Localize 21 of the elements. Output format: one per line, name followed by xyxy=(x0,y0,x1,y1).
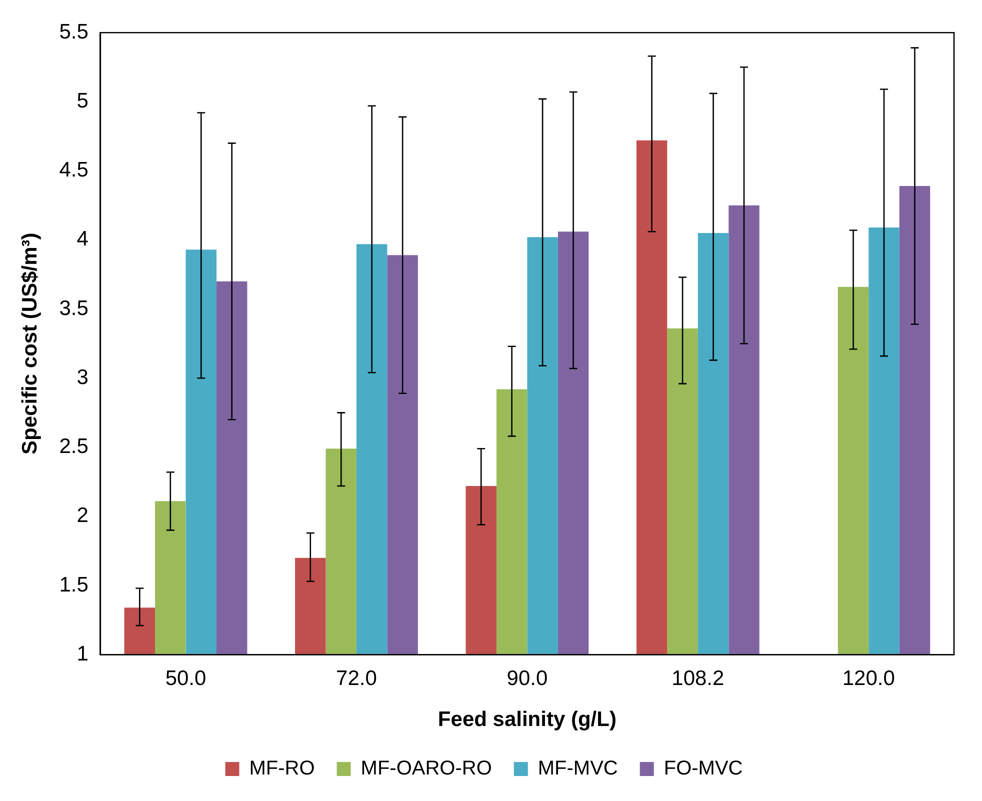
x-axis-title: Feed salinity (g/L) xyxy=(438,708,616,732)
y-axis-title: Specific cost (US$/m³) xyxy=(18,232,42,454)
y-tick-label: 5 xyxy=(76,90,88,113)
y-tick-label: 3.5 xyxy=(59,296,88,320)
y-tick-label: 1.5 xyxy=(59,573,88,596)
legend-label: MF-OARO-RO xyxy=(360,758,492,780)
y-tick-label: 2.5 xyxy=(59,435,88,458)
legend-label: MF-RO xyxy=(249,758,315,780)
y-tick-label: 4 xyxy=(76,228,89,251)
y-tick-label: 5.5 xyxy=(59,20,88,44)
x-tick-label: 50.0 xyxy=(165,666,206,690)
x-tick-label: 108.2 xyxy=(672,666,724,690)
x-tick-label: 72.0 xyxy=(336,666,377,690)
x-tick-label: 90.0 xyxy=(506,666,548,690)
y-tick-label: 3 xyxy=(76,366,88,389)
legend-label: MF-MVC xyxy=(538,758,618,780)
y-tick-label: 1 xyxy=(76,642,88,666)
legend-label: FO-MVC xyxy=(664,758,743,780)
x-tick-label: 120.0 xyxy=(842,666,895,690)
y-tick-label: 4.5 xyxy=(59,158,88,182)
y-tick-label: 2 xyxy=(76,504,88,528)
